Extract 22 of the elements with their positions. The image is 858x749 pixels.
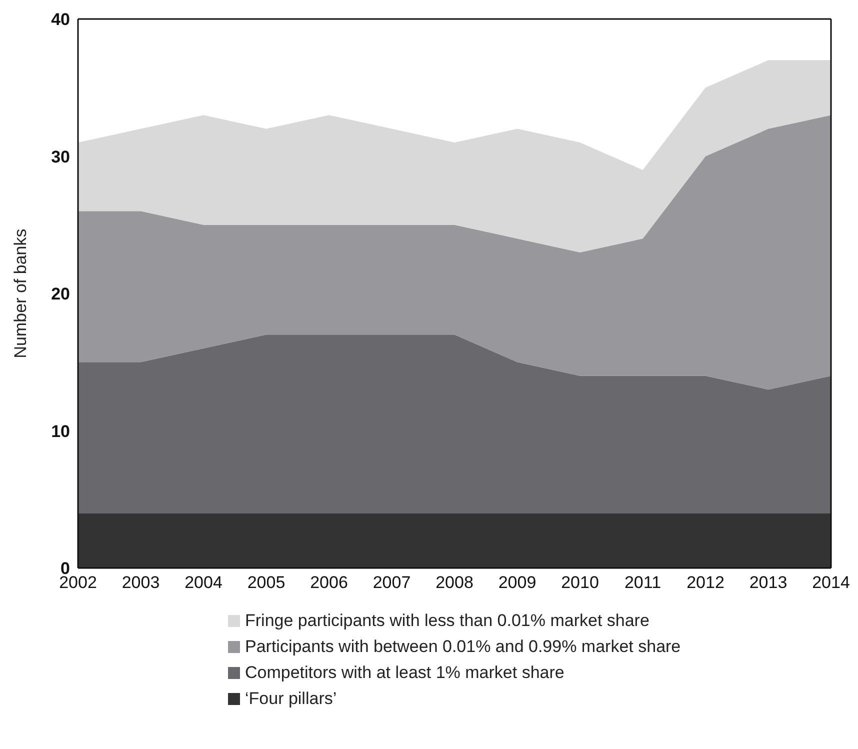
y-tick-label: 40 (51, 10, 70, 30)
x-tick-label: 2003 (122, 573, 160, 592)
x-tick-label: 2008 (436, 573, 474, 592)
y-tick-label: 10 (51, 422, 70, 441)
x-tick-label: 2004 (184, 573, 222, 592)
x-tick-label: 2012 (686, 573, 724, 592)
legend-label: ‘Four pillars’ (245, 689, 337, 709)
y-tick-label: 30 (51, 147, 70, 166)
x-tick-label: 2011 (624, 573, 662, 592)
legend-label: Fringe participants with less than 0.01% market share (245, 611, 650, 631)
x-tick-label: 2007 (372, 573, 411, 592)
x-tick-label: 2009 (498, 573, 536, 592)
legend-label: Competitors with at least 1% market share (245, 663, 564, 683)
legend-label: Participants with between 0.01% and 0.99% market share (245, 637, 681, 657)
x-tick-label: 2002 (59, 573, 97, 592)
x-tick-label: 2014 (812, 573, 850, 592)
x-tick-label: 2006 (310, 573, 348, 592)
y-axis-title: Number of banks (11, 228, 30, 358)
x-tick-label: 2005 (247, 573, 286, 592)
x-tick-label: 2010 (561, 573, 599, 592)
x-tick-label: 2013 (749, 573, 788, 592)
y-tick-label: 20 (51, 284, 70, 304)
